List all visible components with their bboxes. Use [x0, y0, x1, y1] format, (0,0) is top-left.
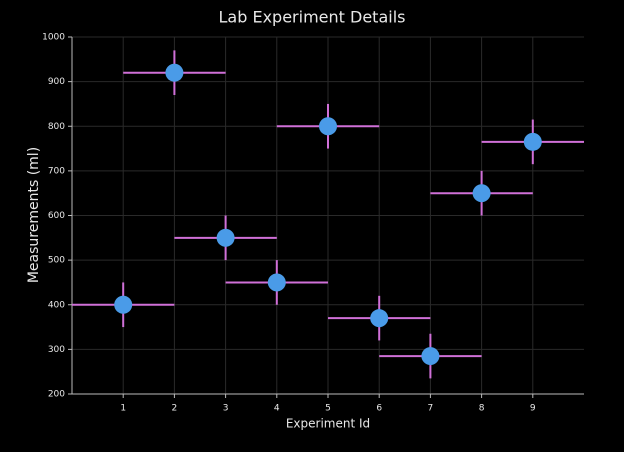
chart-title: Lab Experiment Details — [219, 8, 406, 27]
x-tick-label: 9 — [530, 404, 536, 414]
point — [114, 295, 133, 314]
point — [267, 273, 286, 292]
y-tick-label: 1000 — [42, 33, 65, 43]
point — [523, 132, 542, 151]
y-tick-label: 500 — [48, 256, 65, 266]
x-axis-label: Experiment Id — [286, 417, 370, 431]
x-tick-label: 1 — [120, 404, 126, 414]
point — [370, 309, 389, 328]
x-tick-label: 7 — [428, 404, 434, 414]
point — [216, 228, 235, 247]
x-tick-label: 8 — [479, 404, 485, 414]
point — [421, 347, 440, 366]
y-tick-label: 600 — [48, 211, 65, 221]
x-tick-label: 4 — [274, 404, 280, 414]
y-tick-label: 300 — [48, 345, 65, 355]
y-tick-label: 900 — [48, 77, 65, 87]
y-tick-label: 800 — [48, 122, 65, 132]
point — [319, 117, 337, 136]
y-axis-label: Measurements (ml) — [26, 147, 42, 283]
x-tick-label: 2 — [172, 404, 178, 414]
x-tick-label: 3 — [223, 404, 229, 414]
point — [472, 184, 491, 203]
x-tick-label: 5 — [325, 404, 331, 414]
x-tick-label: 6 — [376, 404, 382, 414]
point — [165, 63, 184, 82]
y-tick-label: 700 — [48, 166, 65, 176]
y-tick-label: 400 — [48, 300, 65, 310]
y-tick-label: 200 — [48, 390, 65, 400]
